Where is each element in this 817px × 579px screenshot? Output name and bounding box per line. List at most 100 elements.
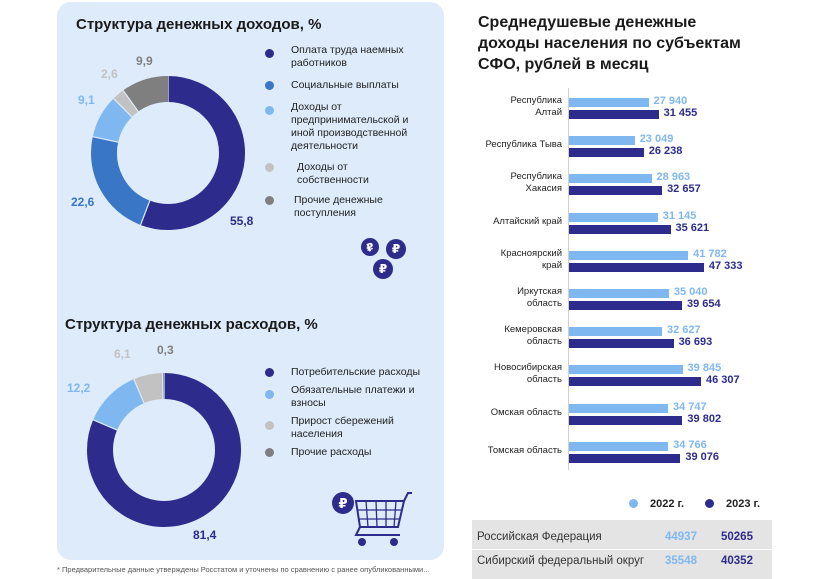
category-label: Республика Хакасия [470, 171, 562, 195]
bar-chart-title: Среднедушевые денежные доходы населения … [478, 12, 778, 75]
income-slice [91, 136, 151, 225]
income-value-label-social: 22,6 [71, 195, 95, 209]
expense-donut-chart [87, 373, 241, 527]
bar-value-label-2023: 47 333 [708, 259, 743, 272]
category-label-line: Красноярский [500, 247, 562, 259]
expense-slice-separator [92, 419, 118, 431]
bar-chart-title-line: Среднедушевые денежные [478, 14, 697, 31]
ruble-coins-icon: ₽ ₽ ₽ [361, 238, 406, 279]
category-label: Республика Тыва [470, 139, 562, 151]
income-legend-label: Социальные выплаты [291, 79, 399, 91]
expense-value-label-consumer: 81,4 [193, 528, 217, 542]
bar-2023 [569, 377, 701, 387]
income-value-label-other: 9,9 [136, 54, 153, 68]
table-cell-2022: 44937 [665, 531, 697, 543]
income-value-label-business: 9,1 [78, 93, 95, 107]
bar-value-label-2022: 32 627 [666, 324, 701, 337]
category-label-line: Кемеровская [504, 324, 562, 336]
legend-item-2023: 2023 г. [705, 498, 760, 510]
legend-swatch [265, 49, 274, 58]
category-label-line: край [541, 259, 562, 271]
bar-2023 [569, 339, 674, 349]
income-slice-separator [139, 200, 151, 226]
category-label-line: Томская область [487, 444, 562, 456]
expense-slice [87, 373, 241, 527]
bar-2022 [569, 327, 662, 337]
bar-value-label-2023: 39 654 [687, 298, 721, 310]
expense-chart-title: Структура денежных расходов, % [65, 316, 318, 333]
bar-chart-title-line: СФО, рублей в месяц [478, 56, 649, 73]
bar-2023 [569, 148, 644, 158]
income-legend-label: Оплата труда наемных работников [291, 44, 404, 69]
legend-label-2022: 2022 г. [650, 498, 685, 510]
category-label-line: область [526, 336, 562, 348]
legend-label-2023: 2023 г. [726, 498, 761, 510]
income-value-label-wages: 55,8 [230, 214, 254, 228]
bar-value-label-2022: 35 040 [673, 286, 708, 298]
income-donut-chart [91, 76, 245, 230]
shopping-cart-ruble-icon: ₽ [332, 492, 412, 546]
legend-swatch [265, 421, 274, 430]
income-slice-separator [122, 90, 139, 112]
expense-slice [133, 373, 164, 404]
expense-value-label-mandatory: 12,2 [67, 381, 91, 395]
category-axis-line [568, 88, 569, 470]
category-label: Республика Алтай [470, 95, 562, 119]
expense-legend-label: Потребительские расходы [291, 366, 420, 378]
legend-swatch [265, 368, 274, 377]
bar-2023 [569, 301, 682, 310]
income-chart-title: Структура денежных доходов, % [76, 16, 322, 33]
bar-value-label-2022: 34 766 [673, 438, 707, 451]
expense-legend-label: Прирост сбережений населения [291, 415, 394, 440]
bar-chart-title-line: доходы населения по субъектам [478, 35, 741, 52]
legend-item-2022: 2022 г. [629, 498, 684, 510]
legend-swatch-2022 [629, 499, 638, 508]
expense-legend-label: Прочие расходы [291, 446, 372, 458]
bar-2022 [569, 403, 669, 413]
bar-2023 [569, 224, 671, 234]
income-slice [113, 90, 139, 118]
category-label-line: Алтай [535, 107, 562, 118]
bar-value-label-2022: 28 963 [656, 171, 691, 184]
expense-slice [93, 379, 145, 431]
legend-swatch [265, 196, 274, 205]
table-cell-2022: 35548 [665, 555, 697, 567]
legend-swatch [265, 390, 274, 399]
expense-value-label-other: 0,3 [157, 343, 174, 357]
bar-2023 [569, 186, 663, 196]
table-cell-name: Российская Федерация [477, 531, 602, 543]
bar-value-label-2022: 31 145 [662, 209, 697, 222]
category-label-line: Алтайский край [493, 215, 562, 227]
bar-2022 [569, 289, 669, 298]
table-row: Российская Федерация 44937 50265 [472, 527, 772, 549]
income-by-region-bar-chart: Республика Алтай 27 940 31 455 Республика Ты… [470, 88, 770, 478]
category-label-line: Республика [510, 95, 562, 106]
bar-value-label-2023: 36 693 [678, 336, 713, 349]
bar-value-label-2023: 31 455 [663, 107, 698, 119]
bar-value-label-2023: 46 307 [705, 374, 740, 387]
category-label-line: область [526, 374, 562, 386]
category-label-line: Республика Тыва [485, 139, 562, 151]
svg-text:₽: ₽ [379, 262, 387, 276]
svg-text:₽: ₽ [392, 242, 400, 256]
income-slice-separator [92, 136, 119, 143]
bar-value-label-2022: 39 845 [687, 362, 722, 375]
bar-2023 [569, 110, 659, 119]
income-legend-label: Прочие денежные поступления [294, 194, 383, 219]
bar-value-label-2023: 32 657 [667, 183, 701, 196]
category-label: Омская область [470, 407, 562, 419]
category-label-line: Республика [510, 171, 562, 183]
legend-swatch [265, 81, 274, 90]
bar-2022 [569, 365, 683, 375]
legend-swatch [265, 448, 274, 457]
table-row: Сибирский федеральный округ 35548 40352 [472, 551, 772, 573]
legend-swatch [265, 106, 274, 115]
table-divider [472, 549, 772, 550]
svg-text:₽: ₽ [338, 497, 347, 512]
expense-value-label-savings: 6,1 [114, 347, 131, 361]
bar-value-label-2022: 41 782 [693, 247, 727, 260]
income-legend-label: Доходы от предпринимательской и иной про… [291, 101, 409, 152]
income-legend-label: Доходы от собственности [297, 161, 369, 186]
income-slice [140, 76, 245, 230]
legend-swatch [265, 163, 274, 172]
